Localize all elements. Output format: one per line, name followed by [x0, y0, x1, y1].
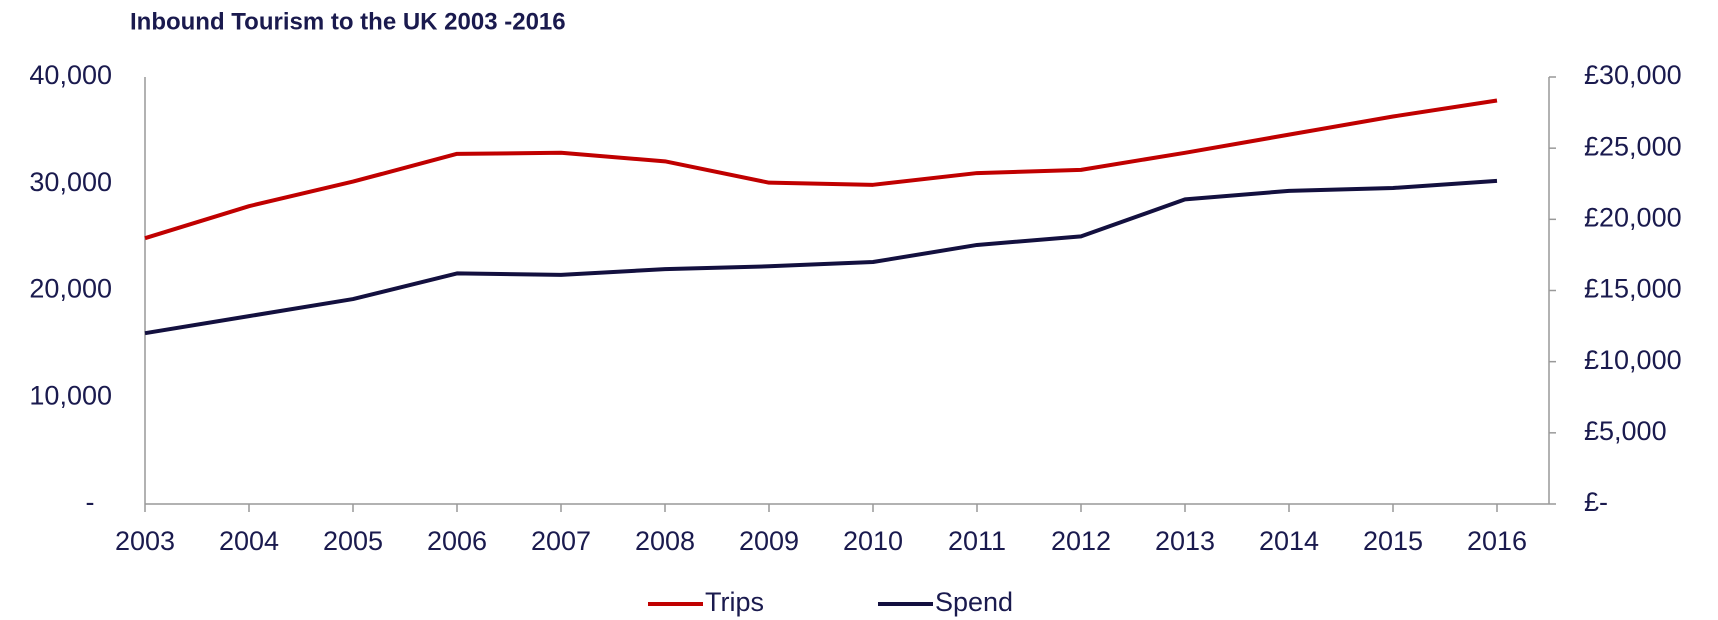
y2-tick-label: £30,000 [1584, 60, 1682, 90]
y-tick-label: 40,000 [29, 60, 112, 90]
y-tick-label: 20,000 [29, 274, 112, 304]
x-tick-label: 2003 [115, 526, 175, 556]
x-tick-label: 2009 [739, 526, 799, 556]
y-tick-label: - [86, 487, 95, 517]
x-tick-label: 2012 [1051, 526, 1111, 556]
chart-title: Inbound Tourism to the UK 2003 -2016 [130, 8, 566, 35]
x-tick-label: 2007 [531, 526, 591, 556]
y-tick-label: 10,000 [29, 380, 112, 410]
x-tick-label: 2015 [1363, 526, 1423, 556]
x-tick-label: 2010 [843, 526, 903, 556]
x-tick-label: 2005 [323, 526, 383, 556]
x-tick-label: 2006 [427, 526, 487, 556]
x-tick-label: 2014 [1259, 526, 1319, 556]
y-tick-label: 30,000 [29, 167, 112, 197]
x-tick-label: 2008 [635, 526, 695, 556]
y2-tick-label: £20,000 [1584, 202, 1682, 232]
y2-tick-label: £15,000 [1584, 274, 1682, 304]
x-tick-label: 2016 [1467, 526, 1527, 556]
x-tick-label: 2004 [219, 526, 279, 556]
x-tick-label: 2013 [1155, 526, 1215, 556]
x-tick-label: 2011 [948, 526, 1006, 556]
legend-label: Trips [705, 587, 764, 617]
legend-label: Spend [935, 587, 1013, 617]
line-series [144, 98, 1498, 241]
line-series [144, 178, 1498, 336]
y2-tick-label: £10,000 [1584, 345, 1682, 375]
y2-tick-label: £25,000 [1584, 131, 1682, 161]
y2-tick-label: £5,000 [1584, 416, 1667, 446]
y2-tick-label: £- [1584, 487, 1608, 517]
